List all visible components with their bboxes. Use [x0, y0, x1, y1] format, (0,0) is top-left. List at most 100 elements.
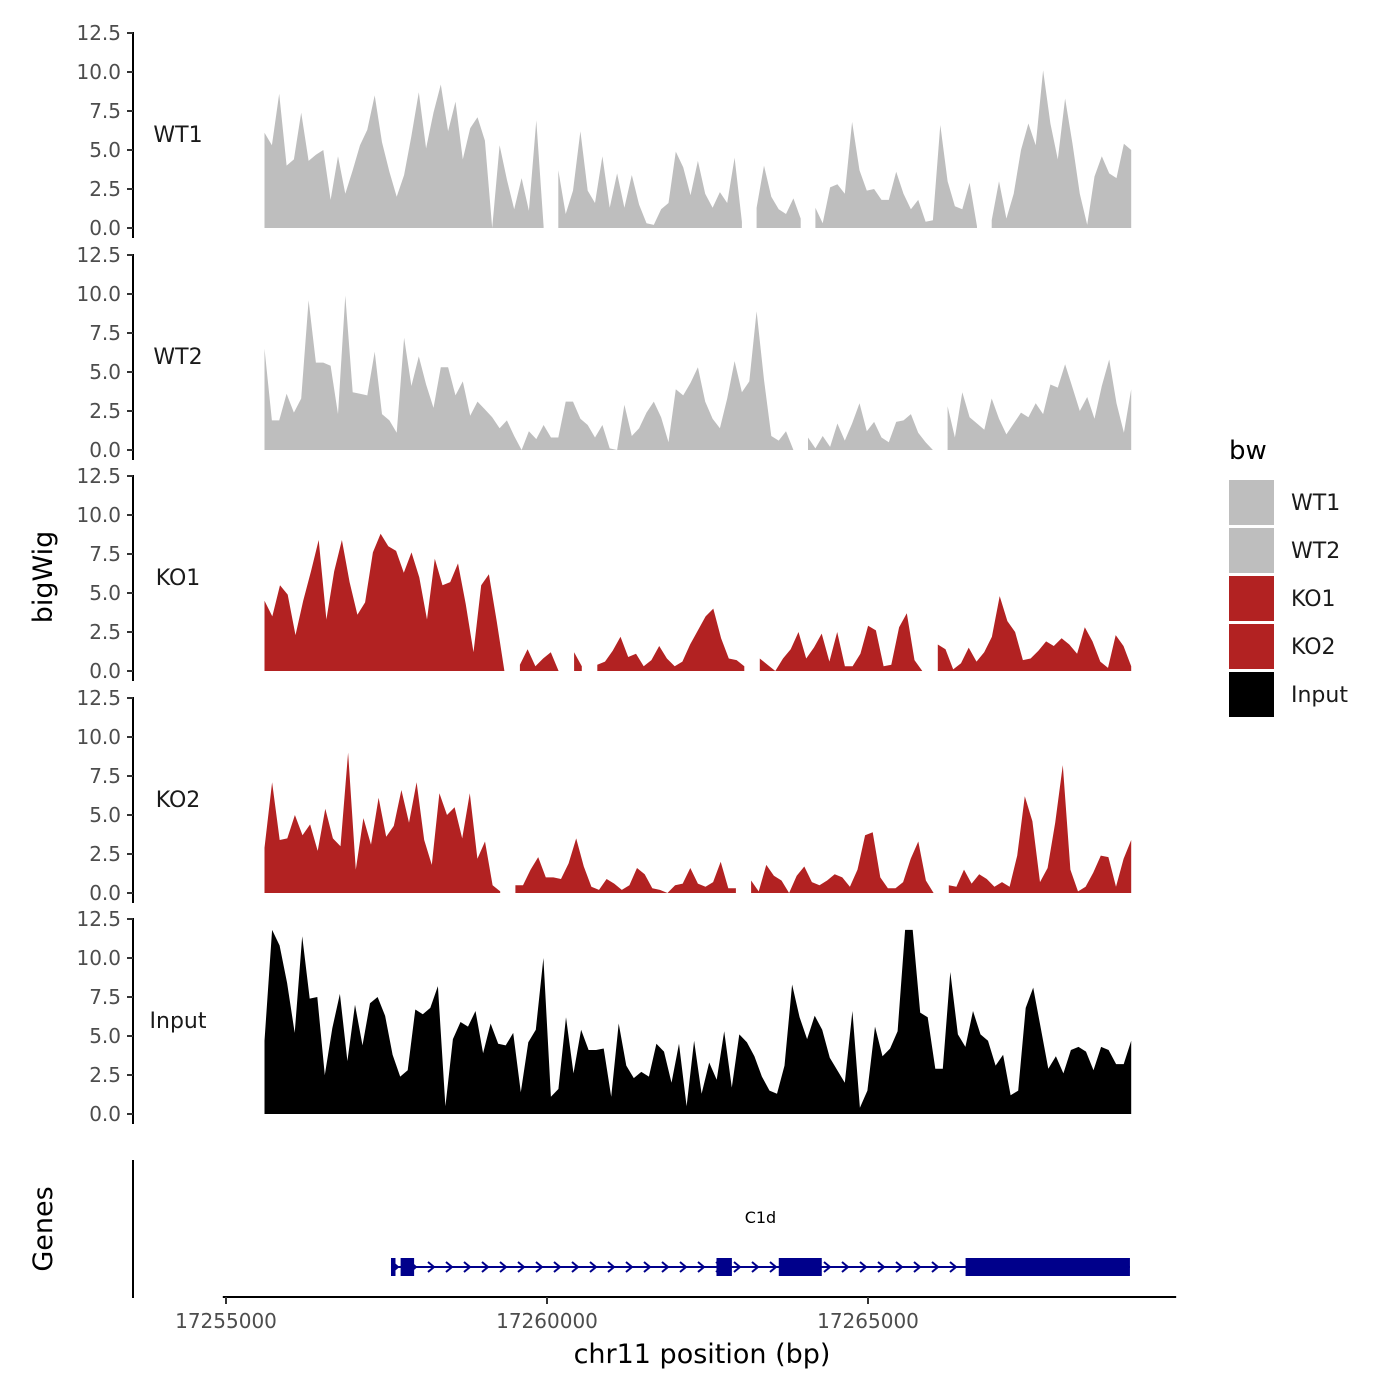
gene-exon — [965, 1258, 1130, 1276]
track-label-ko2: KO2 — [156, 788, 201, 813]
track-label-input: Input — [150, 1009, 207, 1034]
track-wt2: 0.0 2.5 5.0 7.5 10.0 12.5 WT2 — [76, 243, 1132, 462]
area-ko1 — [574, 652, 582, 671]
strand-chevron — [823, 1261, 832, 1273]
x-tick-label: 17260000 — [496, 1309, 598, 1333]
area-wt2 — [808, 403, 933, 450]
strand-chevron — [769, 1261, 778, 1273]
y-tick-label: 10.0 — [76, 60, 121, 84]
y-axis-title: bigWig — [28, 531, 59, 624]
bigwig-tracks: 0.0 2.5 5.0 7.5 10.0 12.5 WT1 0.0 2.5 5.0 7.5 10.0 1… — [76, 21, 1132, 1126]
y-tick-label: 12.5 — [76, 243, 121, 267]
gene-name-label: C1d — [745, 1208, 777, 1227]
strand-chevron — [625, 1261, 634, 1273]
y-tick-label: 0.0 — [89, 438, 121, 462]
strand-chevron — [913, 1261, 922, 1273]
track-label-ko1: KO1 — [156, 566, 201, 591]
legend-label-wt1: WT1 — [1291, 491, 1340, 516]
y-tick-label: 0.0 — [89, 881, 121, 905]
strand-chevron — [931, 1261, 940, 1273]
legend-swatch-ko1 — [1229, 576, 1274, 621]
strand-chevron — [553, 1261, 562, 1273]
gene-track: C1d — [132, 1160, 1130, 1298]
area-ko2 — [515, 838, 736, 893]
gene-exon — [400, 1258, 415, 1276]
area-ko1 — [519, 649, 559, 671]
area-wt2 — [264, 295, 794, 450]
y-tick-label: 7.5 — [89, 985, 121, 1009]
y-tick-label: 12.5 — [76, 21, 121, 45]
gene-c1d: C1d — [390, 1208, 1130, 1276]
track-input: 0.0 2.5 5.0 7.5 10.0 12.5 Input — [76, 907, 1132, 1126]
x-axis: 17255000 17260000 17265000 — [175, 1296, 1177, 1333]
gene-exon — [716, 1258, 732, 1276]
y-tick-label: 5.0 — [89, 1024, 121, 1048]
strand-chevron — [571, 1261, 580, 1273]
strand-chevron — [517, 1261, 526, 1273]
y-tick-label: 5.0 — [89, 581, 121, 605]
legend-label-input: Input — [1291, 683, 1348, 708]
y-tick-label: 7.5 — [89, 99, 121, 123]
y-tick-label: 2.5 — [89, 399, 121, 423]
x-tick-label: 17255000 — [175, 1309, 277, 1333]
strand-chevron — [841, 1261, 850, 1273]
legend-swatch-wt2 — [1229, 528, 1274, 573]
y-tick-label: 0.0 — [89, 1102, 121, 1126]
area-ko2 — [264, 752, 501, 893]
y-tick-label: 12.5 — [76, 464, 121, 488]
area-ko2 — [948, 765, 1132, 893]
strand-chevron — [607, 1261, 616, 1273]
track-wt1: 0.0 2.5 5.0 7.5 10.0 12.5 WT1 — [76, 21, 1132, 240]
legend-swatch-ko2 — [1229, 624, 1274, 669]
strand-chevron — [859, 1261, 868, 1273]
y-tick-label: 10.0 — [76, 946, 121, 970]
legend-label-ko1: KO1 — [1291, 587, 1336, 612]
x-axis-title: chr11 position (bp) — [574, 1339, 831, 1370]
y-tick-label: 5.0 — [89, 138, 121, 162]
track-ko2: 0.0 2.5 5.0 7.5 10.0 12.5 KO2 — [76, 686, 1132, 905]
strand-chevron — [733, 1261, 742, 1273]
y-tick-label: 12.5 — [76, 686, 121, 710]
strand-chevron — [643, 1261, 652, 1273]
y-tick-label: 10.0 — [76, 282, 121, 306]
area-input — [264, 929, 1132, 1114]
strand-chevron — [589, 1261, 598, 1273]
area-wt2 — [947, 359, 1132, 450]
y-tick-label: 0.0 — [89, 659, 121, 683]
area-wt1 — [264, 84, 544, 228]
gene-exon — [390, 1258, 396, 1276]
area-wt1 — [756, 165, 801, 228]
y-tick-label: 10.0 — [76, 503, 121, 527]
track-label-wt2: WT2 — [153, 345, 202, 370]
strand-chevron — [877, 1261, 886, 1273]
strand-chevron — [463, 1261, 472, 1273]
legend-swatch-wt1 — [1229, 480, 1274, 525]
legend-label-ko2: KO2 — [1291, 635, 1336, 660]
y-tick-label: 5.0 — [89, 803, 121, 827]
y-tick-label: 2.5 — [89, 842, 121, 866]
y-tick-label: 2.5 — [89, 1063, 121, 1087]
x-tick-label: 17265000 — [817, 1309, 919, 1333]
area-ko2 — [751, 832, 934, 893]
strand-chevron — [661, 1261, 670, 1273]
strand-chevron — [427, 1261, 436, 1273]
area-ko1 — [597, 608, 745, 671]
strand-chevron — [535, 1261, 544, 1273]
y-tick-label: 7.5 — [89, 542, 121, 566]
track-label-wt1: WT1 — [153, 123, 202, 148]
y-tick-label: 5.0 — [89, 360, 121, 384]
legend: bw WT1 WT2 KO1 KO2 Input — [1229, 436, 1348, 717]
area-ko1 — [937, 596, 1132, 671]
area-ko1 — [264, 533, 505, 671]
y-tick-label: 0.0 — [89, 216, 121, 240]
strand-chevron — [697, 1261, 706, 1273]
legend-swatch-input — [1229, 672, 1274, 717]
legend-title: bw — [1229, 436, 1267, 466]
strand-chevron — [445, 1261, 454, 1273]
y-tick-label: 2.5 — [89, 177, 121, 201]
strand-chevron — [679, 1261, 688, 1273]
area-wt1 — [815, 121, 977, 228]
y-tick-label: 2.5 — [89, 620, 121, 644]
